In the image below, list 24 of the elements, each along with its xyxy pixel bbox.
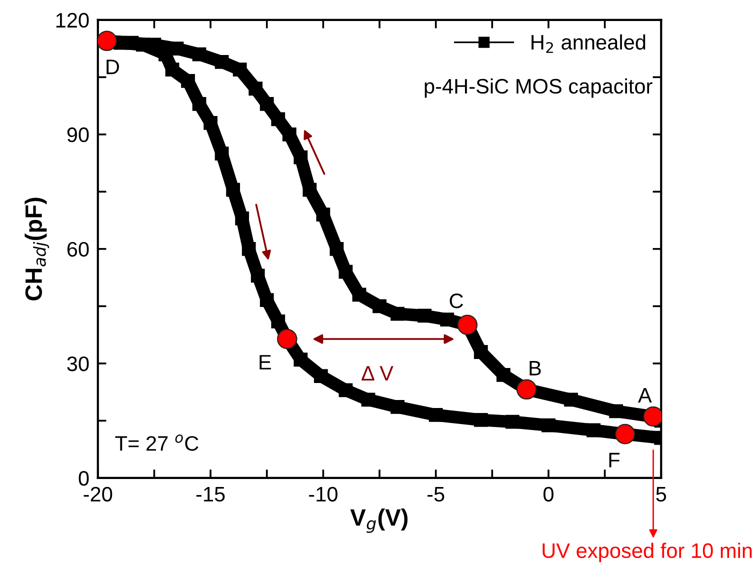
annotation: D (106, 60, 119, 74)
y-tick-label: 0 (78, 470, 89, 486)
x-tick-label: -20 (84, 486, 112, 502)
x-tick-label: 0 (544, 486, 554, 502)
y-tick-label: 120 (56, 12, 89, 28)
annotation: E (260, 355, 271, 370)
y-tick-label: 90 (67, 127, 89, 142)
x-tick-label: -5 (428, 487, 444, 502)
x-tick-label: 5 (656, 487, 666, 502)
annotation: B (530, 361, 541, 376)
annotation: A (638, 388, 652, 402)
annotation: F (609, 452, 620, 468)
x-tick-label: -10 (309, 486, 338, 502)
y-tick-label: 30 (67, 356, 89, 372)
text: UV exposed for 10 min (542, 542, 752, 562)
annotation: T= 27 $^{o}$C (115, 434, 198, 451)
x-axis-title: V$_{g}$(V) (350, 508, 408, 533)
x-tick-label: -15 (196, 487, 225, 502)
annotation: Δ V (362, 366, 394, 381)
annotation: p-4H-SiC MOS capacitor (424, 78, 652, 98)
annotation: C (450, 294, 463, 308)
y-axis-title: CH$_{adj}$(pF) (24, 198, 50, 300)
y-tick-label: 60 (67, 242, 89, 257)
legend-label: H$_{2}$ annealed (532, 34, 646, 53)
